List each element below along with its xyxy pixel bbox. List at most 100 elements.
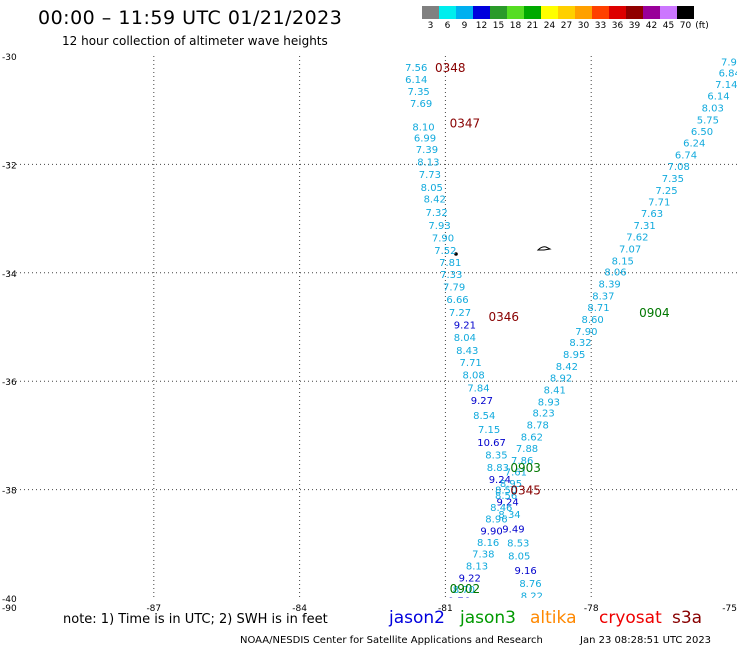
swh-value-label: 7.71 bbox=[460, 358, 482, 369]
x-tick-label: -78 bbox=[584, 604, 599, 614]
swh-value-label: 8.05 bbox=[421, 183, 443, 194]
swh-value-label: 8.39 bbox=[599, 280, 621, 291]
colorbar-label: 39 bbox=[628, 21, 641, 31]
swh-value-label: 9.90 bbox=[480, 526, 502, 537]
swh-value-label: 8.37 bbox=[592, 292, 614, 303]
swh-value-label: 8.42 bbox=[556, 362, 578, 373]
swh-value-label: 8.23 bbox=[532, 409, 554, 420]
swh-value-label: 10.67 bbox=[477, 438, 506, 449]
swh-value-label: 8.92 bbox=[550, 373, 572, 384]
swh-value-label: 7.71 bbox=[648, 197, 670, 208]
swh-value-label: 6.50 bbox=[691, 127, 713, 138]
swh-value-label: 9.24 bbox=[489, 475, 511, 486]
colorbar-swatch bbox=[422, 6, 439, 19]
colorbar-swatch bbox=[490, 6, 507, 19]
pass-time-label: 0348 bbox=[435, 61, 466, 75]
swh-value-label: 8.10 bbox=[412, 122, 434, 133]
credit-text: NOAA/NESDIS Center for Satellite Applica… bbox=[240, 635, 543, 646]
swh-value-label: 8.96 bbox=[485, 514, 507, 525]
swh-value-label: 7.96 bbox=[721, 57, 740, 68]
legend-cryosat: cryosat bbox=[599, 608, 662, 628]
swh-value-label: 8.46 bbox=[490, 503, 512, 514]
swh-value-label: 8.60 bbox=[582, 315, 604, 326]
pass-time-label: 0347 bbox=[450, 117, 481, 131]
swh-value-label: 8.13 bbox=[466, 561, 488, 572]
colorbar-swatch bbox=[677, 6, 694, 19]
swh-value-label: 8.32 bbox=[569, 338, 591, 349]
swh-value-label: 9.22 bbox=[459, 573, 481, 584]
timestamp-text: Jan 23 08:28:51 UTC 2023 bbox=[580, 635, 712, 646]
pass-time-label: 0903 bbox=[510, 461, 541, 475]
legend-jason2: jason2 bbox=[389, 608, 445, 628]
swh-value-label: 8.22 bbox=[521, 591, 543, 602]
colorbar-swatch bbox=[524, 6, 541, 19]
pass-time-label: 0903 bbox=[736, 150, 740, 164]
swh-value-label: 9.27 bbox=[471, 396, 493, 407]
colorbar-swatch bbox=[473, 6, 490, 19]
swh-value-label: 8.06 bbox=[604, 268, 626, 279]
colorbar-swatch bbox=[541, 6, 558, 19]
colorbar-swatch bbox=[558, 6, 575, 19]
swh-value-label: 8.54 bbox=[473, 411, 495, 422]
swh-value-label: 8.62 bbox=[521, 432, 543, 443]
colorbar-swatch bbox=[592, 6, 609, 19]
pass-time-label: 0902 bbox=[450, 582, 481, 596]
swh-value-label: 6.14 bbox=[707, 92, 729, 103]
swh-value-label: 7.93 bbox=[428, 221, 450, 232]
colorbar-label: 27 bbox=[560, 21, 573, 31]
swh-value-label: 8.56 bbox=[495, 491, 517, 502]
y-tick-label: -36 bbox=[2, 378, 17, 388]
swh-value-label: 7.52 bbox=[434, 246, 456, 257]
colorbar-swatch bbox=[643, 6, 660, 19]
colorbar-label: 70 bbox=[679, 21, 692, 31]
colorbar-swatch bbox=[626, 6, 643, 19]
swh-value-label: 8.93 bbox=[538, 397, 560, 408]
swh-value-label: 8.71 bbox=[587, 303, 609, 314]
swh-value-label: 5.75 bbox=[697, 115, 719, 126]
swh-value-label: 7.07 bbox=[619, 244, 641, 255]
swh-value-label: 6.74 bbox=[675, 151, 697, 162]
swh-value-label: 7.86 bbox=[511, 456, 533, 467]
swh-value-label: 8.04 bbox=[454, 333, 476, 344]
colorbar-swatch bbox=[575, 6, 592, 19]
swh-value-label: 8.41 bbox=[544, 385, 566, 396]
swh-value-label: 7.31 bbox=[634, 221, 656, 232]
swh-value-label: 7.84 bbox=[467, 384, 489, 395]
swh-value-label: 8.35 bbox=[485, 450, 507, 461]
colorbar-swatch bbox=[507, 6, 524, 19]
colorbar-swatch bbox=[660, 6, 677, 19]
swh-value-label: 9.21 bbox=[454, 320, 476, 331]
legend-altika: altika bbox=[530, 608, 577, 628]
colorbar-label: 6 bbox=[444, 21, 451, 31]
colorbar-label: 24 bbox=[543, 21, 556, 31]
swh-value-label: 9.24 bbox=[496, 498, 518, 509]
swh-value-label: 7.38 bbox=[472, 550, 494, 561]
x-tick-label: -87 bbox=[146, 604, 161, 614]
swh-value-label: 7.61 bbox=[505, 468, 527, 479]
swh-value-label: 8.13 bbox=[417, 158, 439, 169]
swh-value-label: 7.88 bbox=[516, 444, 538, 455]
pass-time-label: 0904 bbox=[639, 306, 670, 320]
swh-value-label: 6.66 bbox=[446, 295, 468, 306]
swh-value-label: 8.70 bbox=[453, 585, 475, 596]
swh-value-label: 7.39 bbox=[416, 145, 438, 156]
colorbar-label: 3 bbox=[427, 21, 434, 31]
colorbar-label: 30 bbox=[577, 21, 590, 31]
pass-time-label: 0346 bbox=[488, 310, 519, 324]
island-dot bbox=[454, 252, 458, 256]
chart-subtitle: 12 hour collection of altimeter wave hei… bbox=[62, 34, 328, 48]
swh-value-label: 8.16 bbox=[477, 538, 499, 549]
swh-value-label: 7.81 bbox=[439, 258, 461, 269]
pass-time-label: 0345 bbox=[510, 484, 541, 498]
swh-value-label: 7.27 bbox=[449, 308, 471, 319]
colorbar-label: 18 bbox=[509, 21, 522, 31]
chart-title: 00:00 – 11:59 UTC 01/21/2023 bbox=[38, 7, 343, 29]
swh-value-label: 7.90 bbox=[575, 327, 597, 338]
colorbar-label: 12 bbox=[475, 21, 488, 31]
swh-value-label: 8.42 bbox=[424, 195, 446, 206]
swh-value-label: 7.35 bbox=[662, 174, 684, 185]
swh-value-label: 8.83 bbox=[487, 463, 509, 474]
swh-value-label: 8.95 bbox=[563, 350, 585, 361]
swh-value-label: 8.34 bbox=[498, 510, 520, 521]
